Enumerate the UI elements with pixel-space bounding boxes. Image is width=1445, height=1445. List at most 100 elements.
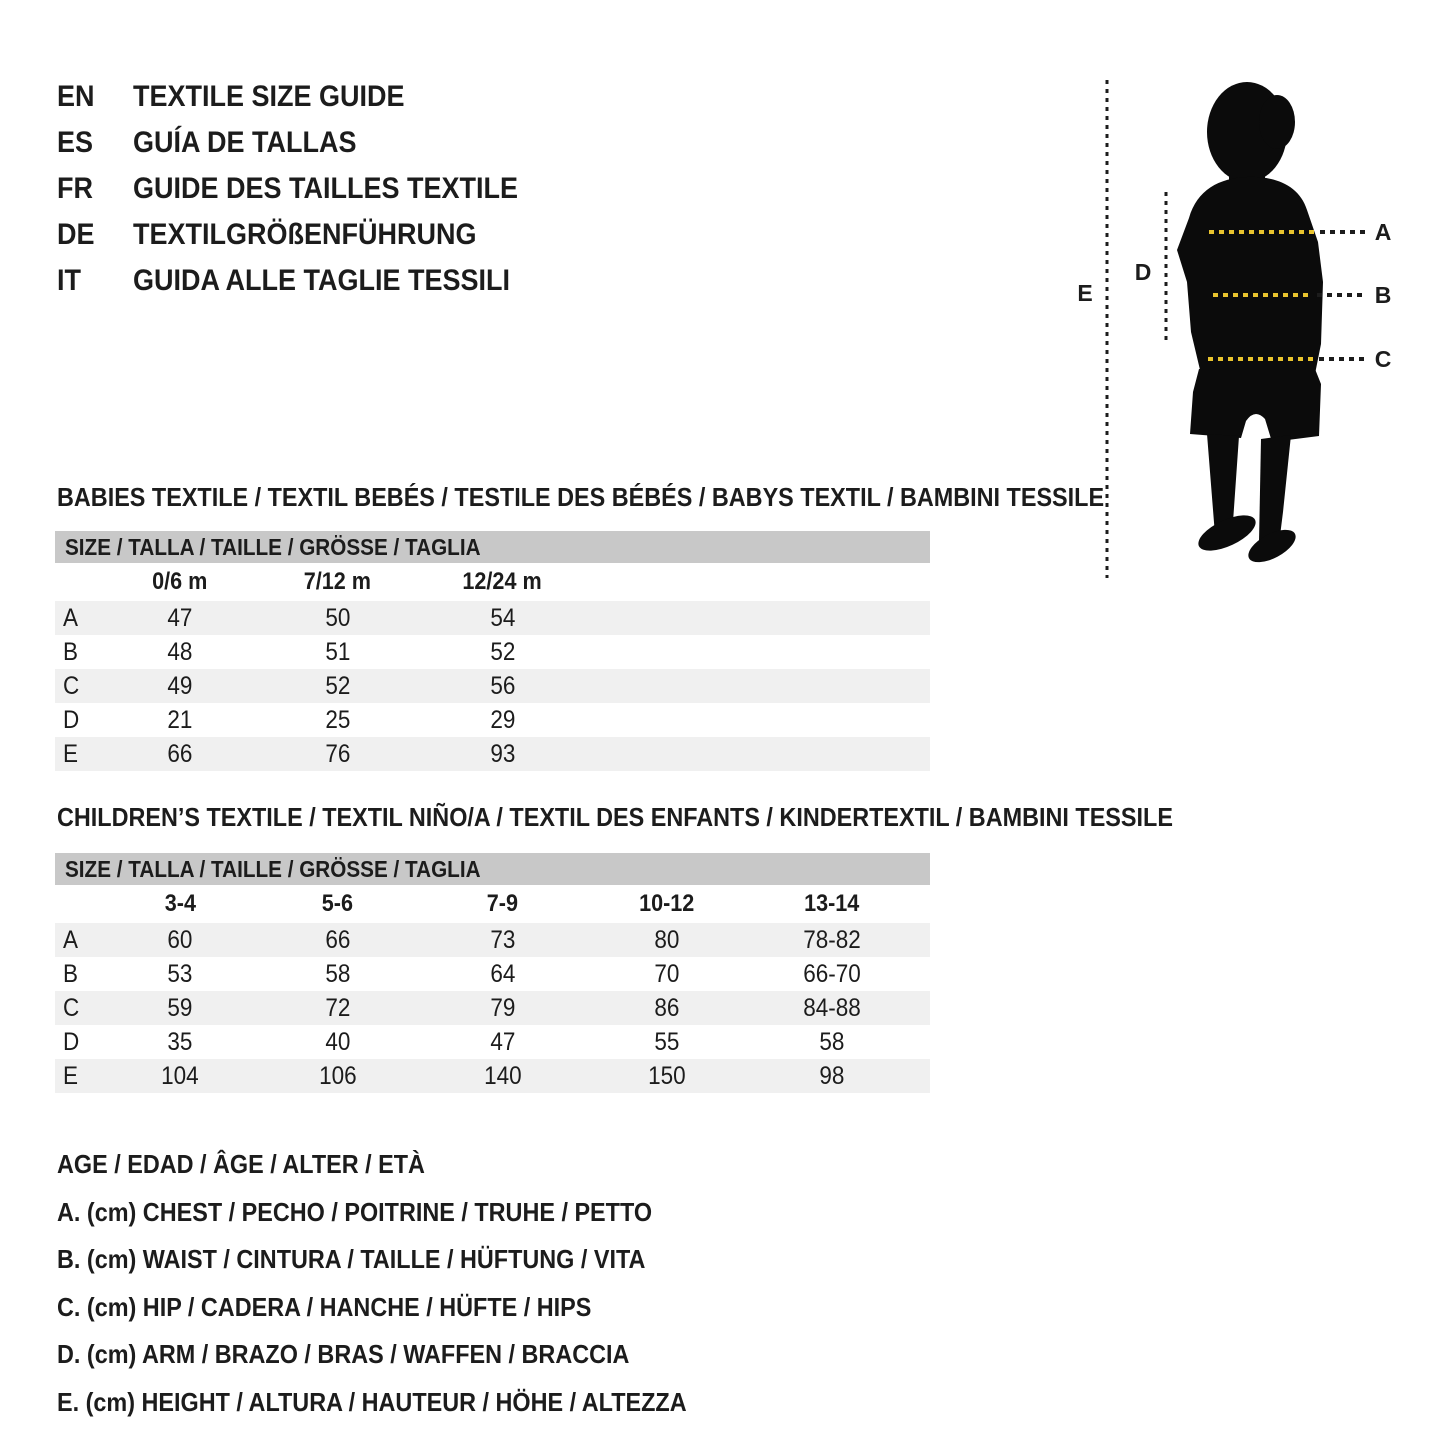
table-cell: 76 [324,739,351,768]
table-cell: 86 [653,993,680,1022]
table-cell: 52 [489,637,516,666]
language-code: FR [57,172,93,205]
table-cell: 52 [324,671,351,700]
legend-waist: B. (cm) WAIST / CINTURA / TAILLE / HÜFTU… [57,1244,646,1274]
guide-title-es: GUÍA DE TALLAS [133,126,357,159]
legend-arm: D. (cm) ARM / BRAZO / BRAS / WAFFEN / BR… [57,1339,630,1369]
table-cell: 35 [167,1027,193,1056]
table-cell: 66-70 [802,959,861,988]
row-label: B [63,637,79,666]
language-code: ES [57,126,94,159]
table-cell: 60 [167,925,193,954]
language-row-it: IT GUIDA ALLE TAGLIE TESSILI [57,258,561,304]
legend-age: AGE / EDAD / ÂGE / ALTER / ETÀ [57,1149,425,1179]
guide-title-de: TEXTILGRÖßENFÜHRUNG [133,218,477,251]
column-header: 3-4 [164,890,196,917]
language-code: DE [57,218,95,251]
row-label: E [63,739,79,768]
table-cell: 25 [324,705,351,734]
column-header: 7/12 m [303,568,372,595]
table-row: E 104 106 140 150 98 [55,1059,930,1093]
table-cell: 55 [653,1027,680,1056]
table-cell: 70 [653,959,680,988]
table-cell: 66 [167,739,193,768]
table-cell: 58 [818,1027,845,1056]
table-cell: 48 [167,637,193,666]
row-label: C [63,993,80,1022]
table-row: C 49 52 56 [55,669,930,703]
table-cell: 47 [489,1027,516,1056]
measure-label-height: E [1077,280,1093,306]
table-row: A 60 66 73 80 78-82 [55,923,930,957]
column-header: 10-12 [638,890,695,917]
table-cell: 40 [324,1027,351,1056]
guide-title-it: GUIDA ALLE TAGLIE TESSILI [133,264,511,297]
table-cell: 93 [489,739,516,768]
measure-label-hip: C [1374,346,1392,372]
column-header: 12/24 m [462,568,543,595]
table-cell: 47 [167,603,193,632]
measure-label-chest: A [1374,219,1392,245]
row-label: D [63,705,80,734]
children-section-title: CHILDREN’S TEXTILE / TEXTIL NIÑO/A / TEX… [57,802,1173,832]
column-header: 13-14 [803,890,860,917]
table-cell: 150 [647,1061,686,1090]
language-row-fr: FR GUIDE DES TAILLES TEXTILE [57,166,561,212]
measurement-diagram [1105,80,1367,578]
language-code: IT [57,264,82,297]
language-code: EN [57,80,95,113]
table-cell: 64 [489,959,516,988]
children-size-table: SIZE / TALLA / TAILLE / GRÖSSE / TAGLIA … [55,853,930,1093]
legend-chest: A. (cm) CHEST / PECHO / POITRINE / TRUHE… [57,1196,653,1227]
table-cell: 106 [318,1061,357,1090]
table-cell: 49 [167,671,193,700]
table-cell: 98 [818,1061,845,1090]
row-label: E [63,1061,79,1090]
legend-height: E. (cm) HEIGHT / ALTURA / HAUTEUR / HÖHE… [57,1386,687,1417]
table-cell: 21 [167,705,193,734]
language-row-en: EN TEXTILE SIZE GUIDE [57,74,561,120]
table-row: C 59 72 79 86 84-88 [55,991,930,1025]
column-header: 0/6 m [152,568,208,595]
table-cell: 140 [483,1061,522,1090]
table-cell: 66 [324,925,351,954]
table-cell: 50 [324,603,351,632]
language-row-de: DE TEXTILGRÖßENFÜHRUNG [57,212,561,258]
row-label: A [63,925,79,954]
table-cell: 78-82 [802,925,861,954]
table-cell: 58 [324,959,351,988]
measure-label-arm: D [1134,259,1152,285]
table-cell: 79 [489,993,516,1022]
table-cell: 80 [653,925,680,954]
language-row-es: ES GUÍA DE TALLAS [57,120,561,166]
column-header: 5-6 [321,890,354,917]
row-label: B [63,959,79,988]
legend-hip: C. (cm) HIP / CADERA / HANCHE / HÜFTE / … [57,1291,592,1322]
table-cell: 51 [324,637,351,666]
row-label: D [63,1027,80,1056]
table-row: B 48 51 52 [55,635,930,669]
guide-title-fr: GUIDE DES TAILLES TEXTILE [133,172,519,205]
table-row: B 53 58 64 70 66-70 [55,957,930,991]
column-header: 7-9 [486,890,519,917]
table-row: E 66 76 93 [55,737,930,771]
table-cell: 29 [489,705,516,734]
table-cell: 84-88 [802,993,861,1022]
babies-section-title: BABIES TEXTILE / TEXTIL BEBÉS / TESTILE … [57,482,1105,512]
table-row: A 47 50 54 [55,601,930,635]
table-cell: 56 [489,671,516,700]
table-row: D 21 25 29 [55,703,930,737]
measure-label-waist: B [1374,282,1392,308]
measurement-legend: AGE / EDAD / ÂGE / ALTER / ETÀ A. (cm) C… [57,1141,757,1426]
column-header-row: 0/6 m 7/12 m 12/24 m [55,563,930,601]
babies-size-table: SIZE / TALLA / TAILLE / GRÖSSE / TAGLIA … [55,531,930,771]
table-cell: 59 [167,993,193,1022]
row-label: C [63,671,80,700]
row-label: A [63,603,79,632]
table-cell: 72 [324,993,351,1022]
language-title-block: EN TEXTILE SIZE GUIDE ES GUÍA DE TALLAS … [57,74,561,304]
table-header-bar: SIZE / TALLA / TAILLE / GRÖSSE / TAGLIA [55,531,930,563]
column-header-row: 3-4 5-6 7-9 10-12 13-14 [55,885,930,923]
guide-title-en: TEXTILE SIZE GUIDE [133,80,405,113]
